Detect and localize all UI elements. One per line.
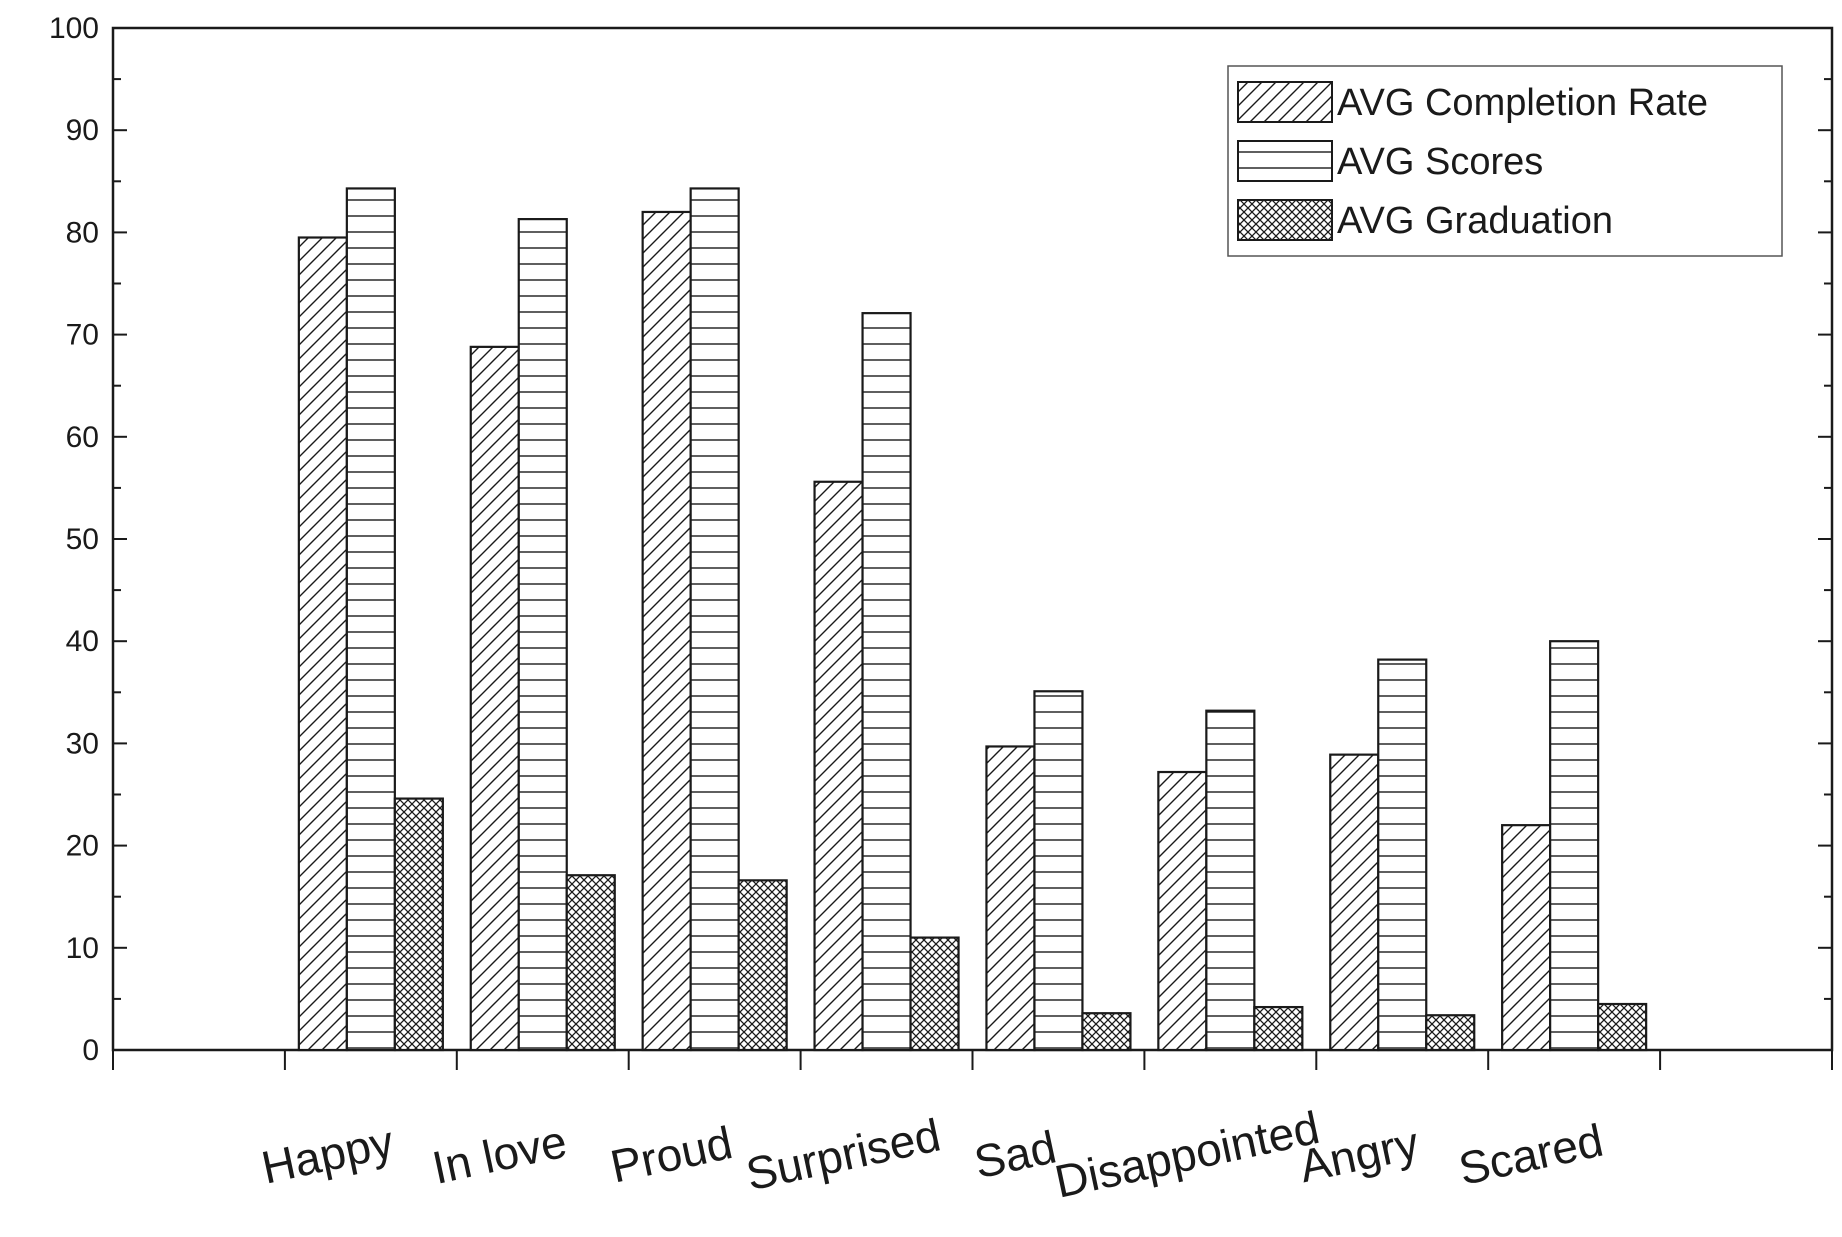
legend-label: AVG Scores xyxy=(1337,141,1543,183)
legend-label: AVG Graduation xyxy=(1337,200,1613,242)
y-tick-label: 20 xyxy=(66,830,99,863)
bar-crosshatch xyxy=(909,936,960,1052)
y-tick-label: 0 xyxy=(82,1034,99,1067)
y-tick-label: 90 xyxy=(66,114,99,147)
x-category-label: Surprised xyxy=(742,1108,945,1200)
bar-crosshatch xyxy=(1425,1014,1476,1052)
bar-crosshatch xyxy=(1253,1005,1304,1052)
x-category-label: Scared xyxy=(1454,1114,1607,1195)
y-tick-label: 100 xyxy=(49,12,99,45)
bar-crosshatch xyxy=(737,879,788,1052)
legend-swatch-horizontal-lines xyxy=(1237,140,1333,182)
y-tick-label: 30 xyxy=(66,727,99,760)
y-tick-label: 40 xyxy=(66,625,99,658)
bar-horizontal-lines xyxy=(1549,640,1600,1052)
bar-diagonal-hatch xyxy=(985,745,1036,1052)
legend-swatch-diagonal-hatch xyxy=(1237,81,1333,123)
y-tick-label: 80 xyxy=(66,216,99,249)
x-category-label: Disappointed xyxy=(1050,1101,1323,1208)
bar-horizontal-lines xyxy=(861,312,912,1052)
bar-horizontal-lines xyxy=(1377,658,1428,1052)
bar-diagonal-hatch xyxy=(1157,770,1208,1052)
bar-horizontal-lines xyxy=(1033,690,1084,1052)
bar-diagonal-hatch xyxy=(1501,824,1552,1052)
bar-diagonal-hatch xyxy=(297,236,348,1052)
bar-horizontal-lines xyxy=(689,187,740,1052)
x-category-label: Sad xyxy=(970,1120,1061,1188)
legend-swatch-crosshatch xyxy=(1237,199,1333,241)
bar-diagonal-hatch xyxy=(469,345,520,1052)
axes xyxy=(111,26,1834,1070)
bar-diagonal-hatch xyxy=(813,480,864,1052)
y-tick-label: 10 xyxy=(66,932,99,965)
legend-label: AVG Completion Rate xyxy=(1337,82,1708,124)
y-tick-label: 60 xyxy=(66,421,99,454)
y-tick-label: 50 xyxy=(66,523,99,556)
x-category-label: Happy xyxy=(257,1115,398,1194)
x-category-label: Proud xyxy=(606,1116,737,1192)
y-tick-label: 70 xyxy=(66,319,99,352)
bar-horizontal-lines xyxy=(517,218,568,1052)
bar-diagonal-hatch xyxy=(641,210,692,1052)
bar-crosshatch xyxy=(1597,1002,1648,1052)
legend: AVG Completion Rate AVG Scores AVG Graduat… xyxy=(1227,65,1783,257)
bar-horizontal-lines xyxy=(1205,709,1256,1052)
bars xyxy=(297,187,1648,1052)
bar-crosshatch xyxy=(565,874,616,1052)
bar-crosshatch xyxy=(393,797,444,1052)
x-category-label: In love xyxy=(428,1115,571,1194)
bar-diagonal-hatch xyxy=(1329,753,1380,1052)
bar-crosshatch xyxy=(1081,1012,1132,1052)
bar-horizontal-lines xyxy=(345,187,396,1052)
